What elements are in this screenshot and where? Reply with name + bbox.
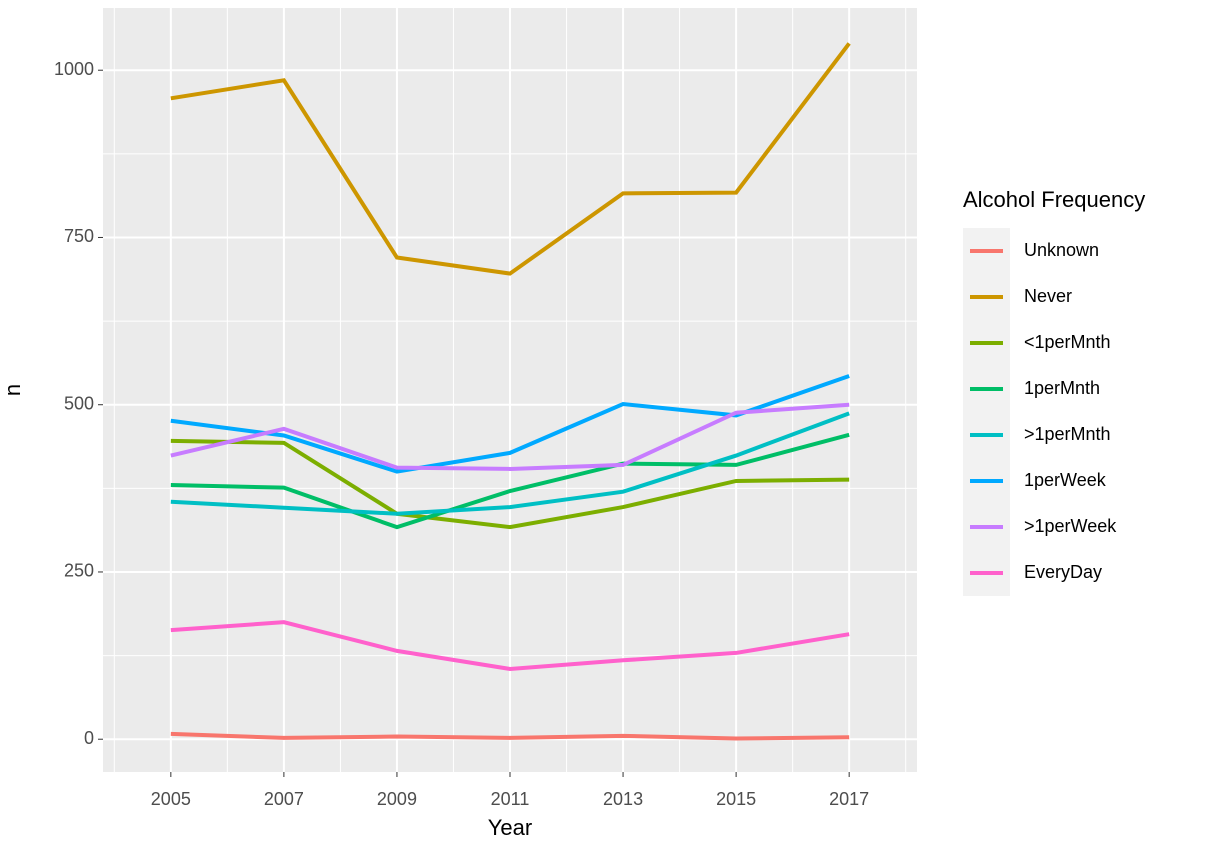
series-line — [170, 402, 850, 471]
legend-keys — [963, 228, 1010, 596]
legend-label: >1perWeek — [1024, 516, 1117, 536]
legend-label: Never — [1024, 286, 1072, 306]
x-tick-label: 2015 — [716, 789, 756, 809]
y-tick-label: 1000 — [54, 59, 94, 79]
y-tick-label: 250 — [64, 561, 94, 581]
y-tick-label: 750 — [64, 226, 94, 246]
series-line — [170, 731, 850, 741]
legend-label: 1perMnth — [1024, 378, 1100, 398]
x-tick-label: 2017 — [829, 789, 869, 809]
series-line — [170, 432, 850, 530]
legend-label: Unknown — [1024, 240, 1099, 260]
legend-label: 1perWeek — [1024, 470, 1107, 490]
series-line — [170, 374, 850, 474]
x-tick-label: 2011 — [491, 789, 530, 809]
series-line — [170, 620, 850, 671]
y-axis-label: n — [0, 384, 25, 396]
x-tick-label: 2013 — [603, 789, 643, 809]
x-tick-label: 2009 — [377, 789, 417, 809]
x-tick-label: 2005 — [151, 789, 191, 809]
legend-label: >1perMnth — [1024, 424, 1111, 444]
series-line — [170, 438, 850, 530]
series-line — [170, 411, 850, 516]
x-tick-label: 2007 — [264, 789, 304, 809]
x-axis-label: Year — [488, 815, 532, 840]
y-tick-label: 500 — [64, 393, 94, 413]
y-tick-label: 0 — [84, 728, 94, 748]
legend-label: <1perMnth — [1024, 332, 1111, 352]
legend-title: Alcohol Frequency — [963, 187, 1145, 212]
series-line — [170, 42, 851, 276]
legend-label: EveryDay — [1024, 562, 1102, 582]
